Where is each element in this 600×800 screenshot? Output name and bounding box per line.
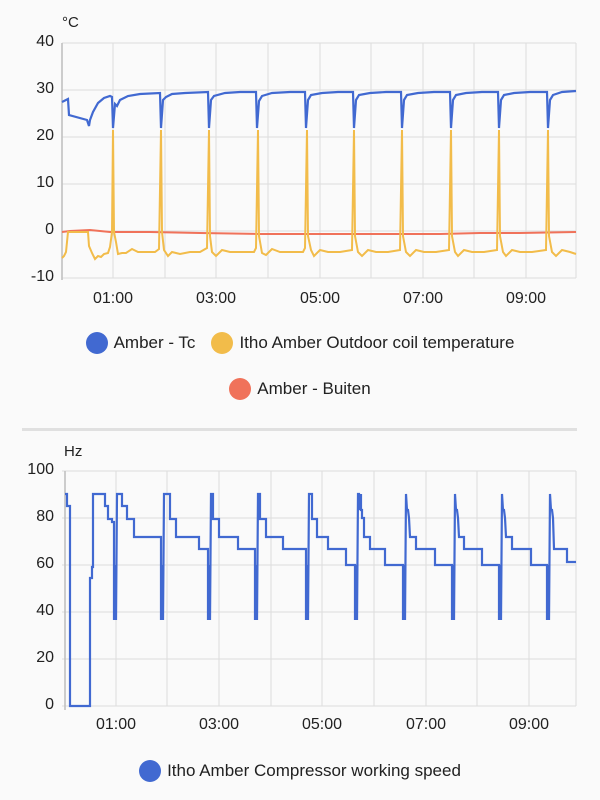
y-tick: -10 — [30, 268, 54, 285]
legend-dot-icon — [229, 378, 252, 400]
legend-dot-icon — [211, 332, 234, 354]
compressor-legend: Itho Amber Compressor working speed — [0, 758, 600, 784]
y-tick: 40 — [36, 602, 54, 619]
legend-item-amber-buiten[interactable]: Amber - Buiten — [229, 376, 371, 402]
temperature-chart: °C 40 30 20 10 0 -10 — [0, 0, 600, 402]
chart-divider — [22, 428, 577, 431]
legend-dot-icon — [85, 332, 108, 354]
x-tick: 03:00 — [198, 716, 240, 733]
x-tick: 09:00 — [508, 716, 550, 733]
temperature-legend: Amber - Tc Itho Amber Outdoor coil tempe… — [0, 330, 600, 356]
legend-item-outdoor-coil[interactable]: Itho Amber Outdoor coil temperature — [211, 330, 514, 356]
y-tick: 20 — [36, 649, 54, 666]
y-tick: 0 — [45, 221, 54, 238]
temperature-legend-row2: Amber - Buiten — [0, 376, 600, 402]
x-tick: 03:00 — [195, 290, 237, 307]
y-tick: 0 — [45, 696, 54, 713]
x-tick: 05:00 — [299, 290, 341, 307]
y-tick: 20 — [36, 127, 54, 144]
y-tick: 40 — [36, 33, 54, 50]
legend-label: Amber - Tc — [113, 333, 196, 352]
legend-dot-icon — [139, 760, 162, 782]
series-compressor-working-speed — [65, 492, 576, 708]
legend-label: Amber - Buiten — [257, 379, 371, 398]
y-tick: 60 — [36, 555, 54, 572]
legend-item-compressor-speed[interactable]: Itho Amber Compressor working speed — [139, 758, 461, 784]
series-amber-buiten — [61, 228, 577, 235]
x-tick: 05:00 — [301, 716, 343, 733]
legend-item-amber-tc[interactable]: Amber - Tc — [85, 330, 196, 356]
y-tick: 100 — [27, 461, 54, 478]
series-amber-tc — [61, 89, 577, 129]
temperature-plot[interactable] — [0, 0, 600, 300]
y-tick: 30 — [36, 80, 54, 97]
y-tick: 80 — [36, 508, 54, 525]
x-tick: 01:00 — [95, 716, 137, 733]
legend-label: Itho Amber Compressor working speed — [167, 761, 461, 780]
series-outdoor-coil-temperature — [61, 129, 577, 261]
x-tick: 07:00 — [402, 290, 444, 307]
y-axis-unit: Hz — [64, 443, 83, 460]
legend-label: Itho Amber Outdoor coil temperature — [239, 333, 515, 352]
y-axis-unit: °C — [62, 14, 79, 31]
y-tick: 10 — [36, 174, 54, 191]
x-tick: 07:00 — [405, 716, 447, 733]
x-tick: 09:00 — [505, 290, 547, 307]
x-tick: 01:00 — [92, 290, 134, 307]
